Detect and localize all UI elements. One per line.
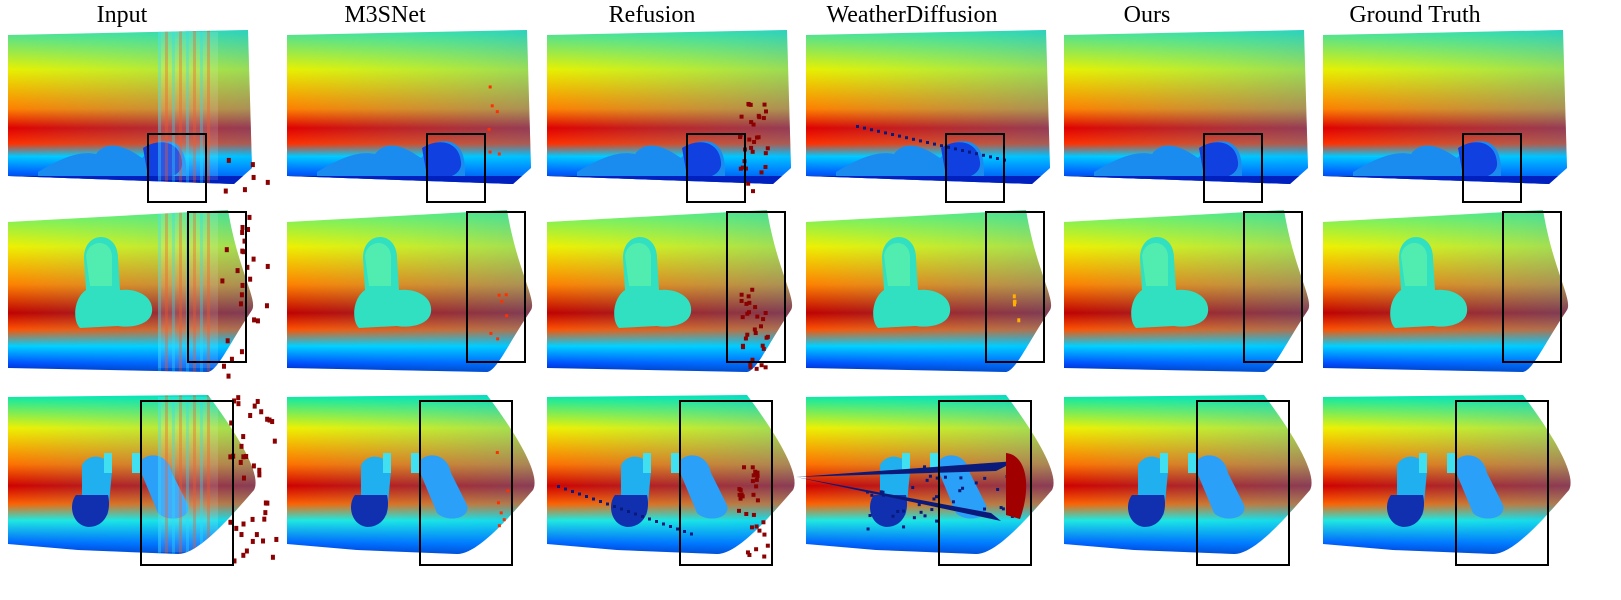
zoom-box-m3snet-row-3 <box>419 400 513 566</box>
zoom-box-ours-row-1 <box>1203 133 1263 203</box>
panel-weatherdiffusion-row-2 <box>806 210 1052 372</box>
zoom-box-weatherdiffusion-row-2 <box>985 211 1045 363</box>
panel-input-row-3 <box>8 395 279 566</box>
panel-m3snet-row-3 <box>287 395 535 566</box>
column-title-input: Input <box>96 2 148 28</box>
panel-ground_truth-row-2 <box>1323 210 1569 372</box>
panel-refusion-row-3 <box>547 395 795 566</box>
panel-weatherdiffusion-row-3 <box>796 395 1054 566</box>
panel-ground_truth-row-3 <box>1323 395 1571 566</box>
column-title-ground_truth: Ground Truth <box>1349 2 1481 28</box>
panel-input-row-1 <box>8 30 270 309</box>
zoom-box-refusion-row-2 <box>726 211 786 363</box>
zoom-box-ours-row-3 <box>1196 400 1290 566</box>
zoom-box-ground_truth-row-1 <box>1462 133 1522 203</box>
column-title-ours: Ours <box>1123 2 1171 28</box>
zoom-box-ground_truth-row-3 <box>1455 400 1549 566</box>
panel-refusion-row-2 <box>547 210 793 372</box>
column-title-weatherdiffusion: WeatherDiffusion <box>826 2 998 28</box>
zoom-box-ours-row-2 <box>1243 211 1303 363</box>
panel-ours-row-2 <box>1064 210 1310 372</box>
panel-m3snet-row-1 <box>287 30 531 203</box>
zoom-box-weatherdiffusion-row-3 <box>938 400 1032 566</box>
zoom-box-input-row-3 <box>140 400 234 566</box>
column-title-refusion: Refusion <box>608 2 696 28</box>
zoom-box-m3snet-row-2 <box>466 211 526 363</box>
panel-weatherdiffusion-row-1 <box>806 30 1050 203</box>
panel-ours-row-3 <box>1064 395 1312 566</box>
column-title-m3snet: M3SNet <box>344 2 426 28</box>
panel-ground_truth-row-1 <box>1323 30 1567 203</box>
zoom-box-input-row-1 <box>147 133 207 203</box>
zoom-box-weatherdiffusion-row-1 <box>945 133 1005 203</box>
panel-ours-row-1 <box>1064 30 1308 203</box>
zoom-box-refusion-row-1 <box>686 133 746 203</box>
zoom-box-ground_truth-row-2 <box>1502 211 1562 363</box>
zoom-box-input-row-2 <box>187 211 247 363</box>
panel-input-row-2 <box>8 210 270 379</box>
panel-m3snet-row-2 <box>287 210 533 372</box>
zoom-box-m3snet-row-1 <box>426 133 486 203</box>
zoom-box-refusion-row-3 <box>679 400 773 566</box>
panel-refusion-row-1 <box>547 30 791 203</box>
